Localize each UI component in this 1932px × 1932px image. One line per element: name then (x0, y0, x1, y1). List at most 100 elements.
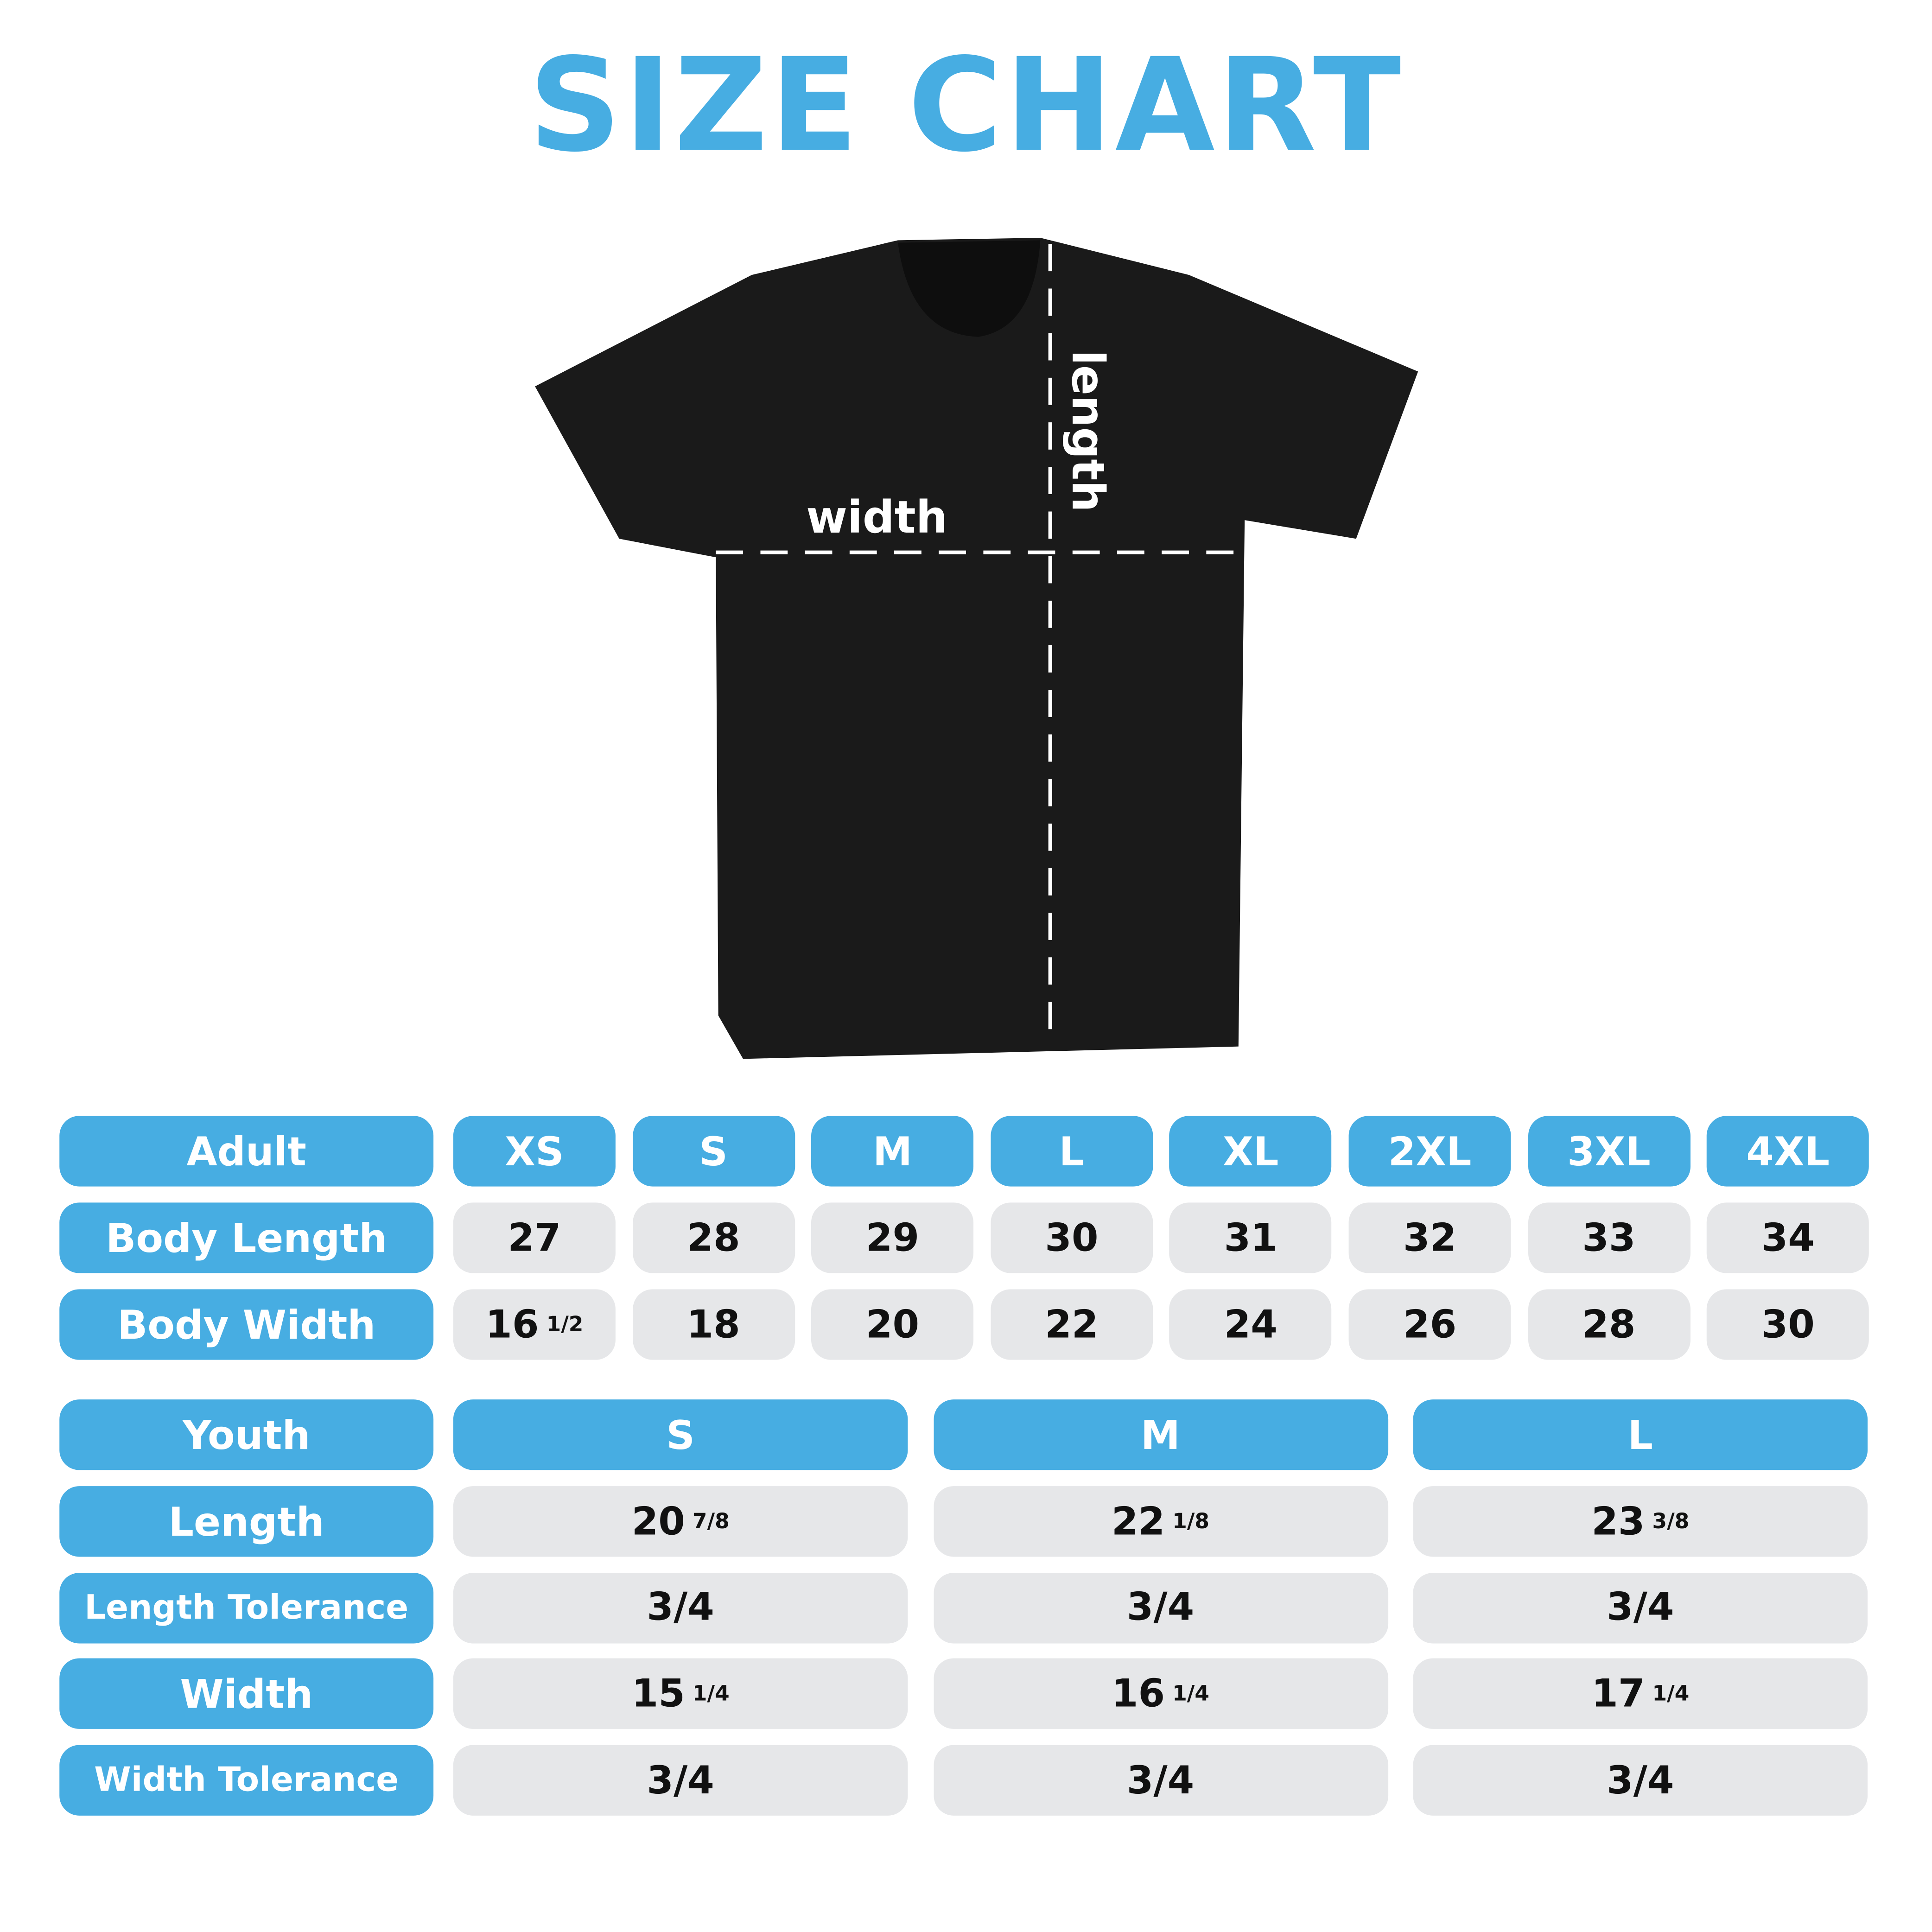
youth-size-L: L (1413, 1399, 1868, 1470)
cell-value: Body Width (117, 1301, 376, 1348)
cell-value: 3/4 (647, 1585, 714, 1630)
cell-value: S (666, 1411, 695, 1459)
adult-value-cell: 30 (1707, 1289, 1869, 1360)
adult-value-cell: 30 (990, 1202, 1153, 1273)
adult-header: Adult (59, 1116, 434, 1187)
youth-value-cell: 16 1/4 (933, 1659, 1388, 1729)
adult-value-cell: 22 (990, 1289, 1153, 1360)
page-title: SIZE CHART (528, 30, 1404, 181)
cell-fraction: 7/8 (692, 1509, 730, 1534)
cell-value: M (872, 1127, 913, 1175)
cell-value: XL (1223, 1127, 1279, 1175)
cell-value: 2XL (1388, 1127, 1472, 1175)
youth-row-label: Length (59, 1486, 434, 1557)
adult-value-cell: 20 (811, 1289, 974, 1360)
cell-value: 28 (686, 1215, 740, 1260)
adult-size-4XL: 4XL (1707, 1116, 1869, 1187)
cell-value: 30 (1761, 1302, 1815, 1347)
cell-value: Length Tolerance (84, 1589, 409, 1627)
width-label: width (806, 491, 947, 543)
cell-value: 3/4 (647, 1758, 714, 1803)
cell-value: L (1059, 1127, 1085, 1175)
adult-row-label: Body Length (59, 1202, 434, 1273)
youth-value-cell: 22 1/8 (933, 1486, 1388, 1557)
adult-size-XS: XS (453, 1116, 616, 1187)
youth-value-cell: 15 1/4 (453, 1659, 908, 1729)
cell-value: Width Tolerance (94, 1761, 399, 1800)
youth-value-cell: 3/4 (453, 1572, 908, 1643)
adult-value-cell: 34 (1707, 1202, 1869, 1273)
cell-value: 4XL (1746, 1127, 1830, 1175)
youth-header: Youth (59, 1399, 434, 1470)
cell-value: 29 (865, 1215, 920, 1260)
cell-value: Length (168, 1498, 324, 1545)
adult-row-label: Body Width (59, 1289, 434, 1360)
cell-value: L (1627, 1411, 1653, 1459)
adult-size-S: S (632, 1116, 795, 1187)
adult-value-cell: 28 (1527, 1289, 1690, 1360)
adult-value-cell: 32 (1348, 1202, 1511, 1273)
youth-row-label: Length Tolerance (59, 1572, 434, 1643)
youth-value-cell: 3/4 (453, 1745, 908, 1816)
cell-value: 16 (485, 1302, 539, 1347)
youth-row-label: Width (59, 1659, 434, 1729)
cell-value: 32 (1403, 1215, 1457, 1260)
cell-value: 17 (1591, 1671, 1645, 1716)
cell-value: 3/4 (1607, 1585, 1674, 1630)
adult-size-M: M (811, 1116, 974, 1187)
youth-value-cell: 17 1/4 (1413, 1659, 1868, 1729)
adult-value-cell: 27 (453, 1202, 616, 1273)
cell-value: Body Length (106, 1214, 388, 1262)
adult-size-XL: XL (1169, 1116, 1332, 1187)
cell-value: 20 (631, 1499, 685, 1544)
cell-value: 3/4 (1126, 1585, 1195, 1630)
youth-value-cell: 3/4 (933, 1572, 1388, 1643)
adult-size-L: L (990, 1116, 1153, 1187)
cell-fraction: 1/4 (692, 1682, 730, 1707)
tshirt-diagram: width length (535, 237, 1418, 1059)
cell-value: 34 (1761, 1215, 1815, 1260)
adult-value-cell: 24 (1169, 1289, 1332, 1360)
tshirt-icon (535, 237, 1418, 1059)
adult-value-cell: 31 (1169, 1202, 1332, 1273)
cell-value: 3XL (1567, 1127, 1651, 1175)
cell-value: 22 (1111, 1499, 1165, 1544)
cell-value: 16 (1111, 1671, 1165, 1716)
youth-value-cell: 3/4 (1413, 1745, 1868, 1816)
cell-value: S (699, 1127, 728, 1175)
youth-size-S: S (453, 1399, 908, 1470)
cell-value: Width (180, 1670, 313, 1718)
adult-value-cell: 16 1/2 (453, 1289, 616, 1360)
cell-value: 3/4 (1126, 1758, 1195, 1803)
cell-fraction: 1/2 (546, 1312, 584, 1337)
cell-value: 27 (508, 1215, 561, 1260)
adult-value-cell: 29 (811, 1202, 974, 1273)
cell-value: 28 (1582, 1302, 1636, 1347)
cell-value: 30 (1045, 1215, 1099, 1260)
cell-value: 18 (686, 1302, 740, 1347)
cell-fraction: 1/8 (1172, 1509, 1210, 1534)
cell-fraction: 3/8 (1652, 1509, 1690, 1534)
cell-fraction: 1/4 (1172, 1682, 1210, 1707)
cell-value: 26 (1403, 1302, 1457, 1347)
adult-size-3XL: 3XL (1527, 1116, 1690, 1187)
cell-value: 24 (1224, 1302, 1277, 1347)
adult-value-cell: 33 (1527, 1202, 1690, 1273)
youth-row-label: Width Tolerance (59, 1745, 434, 1816)
youth-value-cell: 23 3/8 (1413, 1486, 1868, 1557)
adult-size-2XL: 2XL (1348, 1116, 1511, 1187)
cell-value: 20 (865, 1302, 920, 1347)
youth-value-cell: 20 7/8 (453, 1486, 908, 1557)
cell-value: Youth (182, 1411, 311, 1459)
cell-value: 31 (1224, 1215, 1277, 1260)
adult-value-cell: 26 (1348, 1289, 1511, 1360)
cell-value: 22 (1045, 1302, 1099, 1347)
adult-value-cell: 28 (632, 1202, 795, 1273)
cell-value: 33 (1582, 1215, 1636, 1260)
cell-value: 15 (631, 1671, 685, 1716)
cell-value: Adult (186, 1127, 306, 1175)
cell-value: 23 (1591, 1499, 1645, 1544)
cell-fraction: 1/4 (1652, 1682, 1690, 1707)
cell-value: XS (505, 1127, 564, 1175)
